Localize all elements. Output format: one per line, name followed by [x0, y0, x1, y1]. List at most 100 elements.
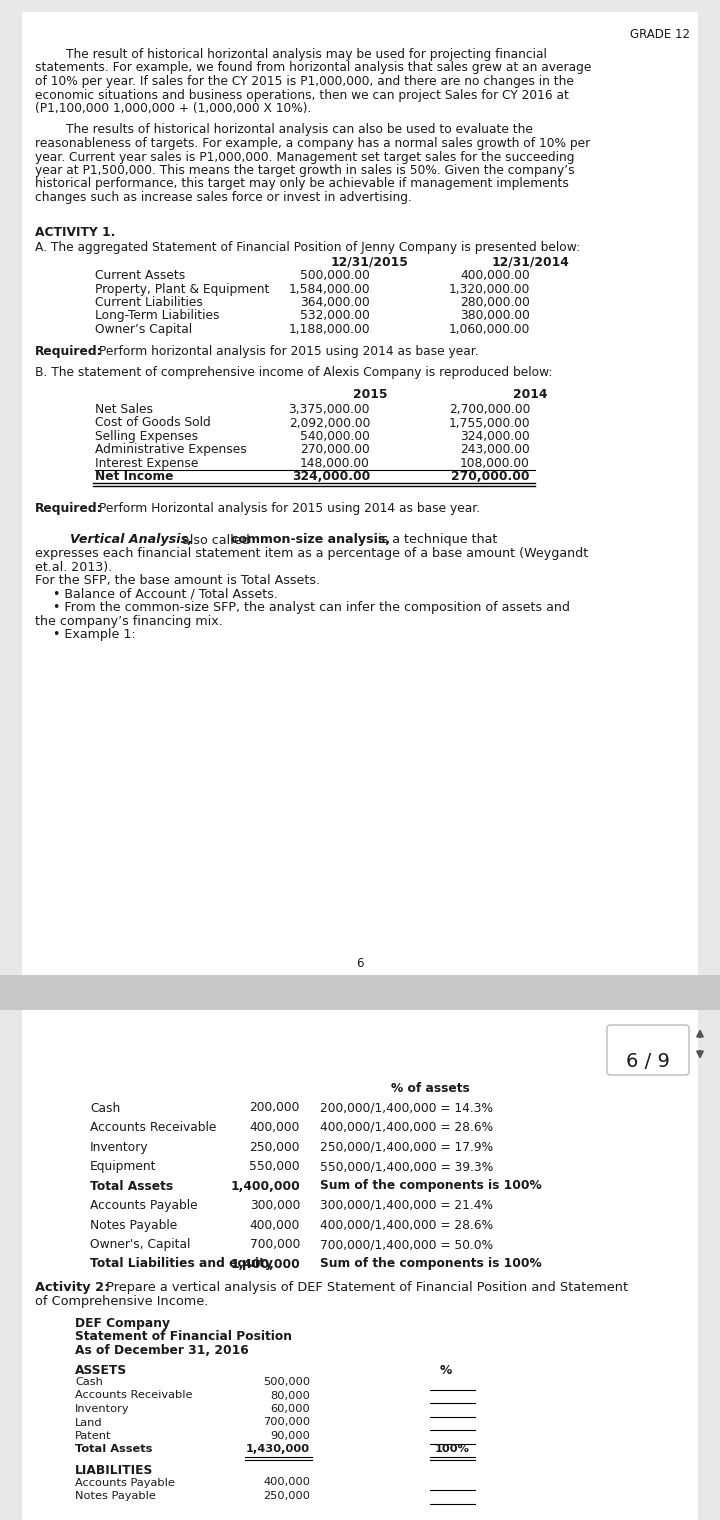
Text: Net Income: Net Income	[95, 471, 174, 483]
Text: 400,000: 400,000	[250, 1122, 300, 1134]
Text: statements. For example, we found from horizontal analysis that sales grew at an: statements. For example, we found from h…	[35, 61, 591, 74]
Text: 148,000.00: 148,000.00	[300, 458, 370, 470]
Text: changes such as increase sales force or invest in advertising.: changes such as increase sales force or …	[35, 192, 412, 204]
Text: % of assets: % of assets	[391, 1082, 469, 1094]
Text: Total Liabilities and equity: Total Liabilities and equity	[90, 1257, 273, 1271]
Text: As of December 31, 2016: As of December 31, 2016	[75, 1344, 248, 1357]
Text: Accounts Receivable: Accounts Receivable	[75, 1391, 192, 1400]
Bar	[22, 1009, 698, 1520]
Text: DEF Company: DEF Company	[75, 1316, 170, 1330]
Text: 250,000/1,400,000 = 17.9%: 250,000/1,400,000 = 17.9%	[320, 1140, 493, 1154]
Text: For the SFP, the base amount is Total Assets.: For the SFP, the base amount is Total As…	[35, 575, 320, 587]
Text: ACTIVITY 1.: ACTIVITY 1.	[35, 226, 115, 240]
Text: 1,060,000.00: 1,060,000.00	[449, 324, 530, 336]
Text: A. The aggregated Statement of Financial Position of Jenny Company is presented : A. The aggregated Statement of Financial…	[35, 242, 580, 254]
Text: 200,000: 200,000	[250, 1102, 300, 1114]
Text: 90,000: 90,000	[270, 1430, 310, 1441]
Text: Current Assets: Current Assets	[95, 269, 185, 283]
Text: 1,400,000: 1,400,000	[230, 1180, 300, 1193]
Text: 1,188,000.00: 1,188,000.00	[289, 324, 370, 336]
Text: 250,000: 250,000	[250, 1140, 300, 1154]
Text: Required:: Required:	[35, 345, 103, 357]
Text: 250,000: 250,000	[263, 1491, 310, 1502]
Text: 3,375,000.00: 3,375,000.00	[289, 403, 370, 416]
Text: • From the common-size SFP, the analyst can infer the composition of assets and: • From the common-size SFP, the analyst …	[53, 600, 570, 614]
Text: Sum of the components is 100%: Sum of the components is 100%	[320, 1180, 541, 1193]
Text: 550,000/1,400,000 = 39.3%: 550,000/1,400,000 = 39.3%	[320, 1160, 493, 1173]
Text: of Comprehensive Income.: of Comprehensive Income.	[35, 1295, 208, 1309]
Text: Notes Payable: Notes Payable	[75, 1491, 156, 1502]
Text: 6: 6	[356, 958, 364, 970]
Text: 243,000.00: 243,000.00	[460, 444, 530, 456]
Text: The results of historical horizontal analysis can also be used to evaluate the: The results of historical horizontal ana…	[35, 123, 533, 137]
Text: 400,000/1,400,000 = 28.6%: 400,000/1,400,000 = 28.6%	[320, 1122, 493, 1134]
Text: year at P1,500,000. This means the target growth in sales is 50%. Given the comp: year at P1,500,000. This means the targe…	[35, 164, 575, 176]
Text: Total Assets: Total Assets	[90, 1180, 173, 1193]
Text: Sum of the components is 100%: Sum of the components is 100%	[320, 1257, 541, 1271]
Text: 540,000.00: 540,000.00	[300, 430, 370, 442]
Text: 400,000/1,400,000 = 28.6%: 400,000/1,400,000 = 28.6%	[320, 1219, 493, 1231]
Text: Statement of Financial Position: Statement of Financial Position	[75, 1330, 292, 1344]
Text: 60,000: 60,000	[270, 1404, 310, 1414]
Text: 364,000.00: 364,000.00	[300, 296, 370, 309]
Text: (P1,100,000 1,000,000 + (1,000,000 X 10%).: (P1,100,000 1,000,000 + (1,000,000 X 10%…	[35, 102, 311, 116]
Text: • Balance of Account / Total Assets.: • Balance of Account / Total Assets.	[53, 588, 278, 600]
Text: Selling Expenses: Selling Expenses	[95, 430, 198, 442]
Text: Total Assets: Total Assets	[75, 1444, 153, 1455]
Text: Owner’s Capital: Owner’s Capital	[95, 324, 192, 336]
Text: 550,000: 550,000	[249, 1160, 300, 1173]
Text: historical performance, this target may only be achievable if management impleme: historical performance, this target may …	[35, 178, 569, 190]
Text: 1,400,000: 1,400,000	[230, 1257, 300, 1271]
Text: 324,000.00: 324,000.00	[460, 430, 530, 442]
Text: year. Current year sales is P1,000,000. Management set target sales for the succ: year. Current year sales is P1,000,000. …	[35, 150, 575, 164]
Text: 1,320,000.00: 1,320,000.00	[449, 283, 530, 295]
Text: Net Sales: Net Sales	[95, 403, 153, 416]
Text: Cash: Cash	[90, 1102, 120, 1114]
Text: Perform horizontal analysis for 2015 using 2014 as base year.: Perform horizontal analysis for 2015 usi…	[95, 345, 479, 357]
Text: Activity 2:: Activity 2:	[35, 1281, 109, 1294]
Text: 12/31/2015: 12/31/2015	[331, 255, 409, 269]
Text: The result of historical horizontal analysis may be used for projecting financia: The result of historical horizontal anal…	[35, 49, 547, 61]
Text: Cost of Goods Sold: Cost of Goods Sold	[95, 416, 211, 430]
Text: %: %	[440, 1363, 452, 1377]
Text: Patent: Patent	[75, 1430, 112, 1441]
Text: Required:: Required:	[35, 502, 103, 515]
Text: LIABILITIES: LIABILITIES	[75, 1464, 153, 1477]
Text: reasonableness of targets. For example, a company has a normal sales growth of 1: reasonableness of targets. For example, …	[35, 137, 590, 150]
Text: the company’s financing mix.: the company’s financing mix.	[35, 614, 222, 628]
FancyBboxPatch shape	[607, 1024, 689, 1075]
Text: 1,584,000.00: 1,584,000.00	[289, 283, 370, 295]
Text: 80,000: 80,000	[270, 1391, 310, 1400]
Text: 270,000.00: 270,000.00	[451, 471, 530, 483]
Text: 200,000/1,400,000 = 14.3%: 200,000/1,400,000 = 14.3%	[320, 1102, 493, 1114]
Text: expresses each financial statement item as a percentage of a base amount (Weygan: expresses each financial statement item …	[35, 547, 588, 559]
Text: 532,000.00: 532,000.00	[300, 310, 370, 322]
Text: Land: Land	[75, 1418, 103, 1427]
Text: 500,000.00: 500,000.00	[300, 269, 370, 283]
Text: 300,000: 300,000	[250, 1199, 300, 1211]
Text: 500,000: 500,000	[263, 1377, 310, 1386]
Text: Accounts Receivable: Accounts Receivable	[90, 1122, 217, 1134]
Text: 2,700,000.00: 2,700,000.00	[449, 403, 530, 416]
Text: Administrative Expenses: Administrative Expenses	[95, 444, 247, 456]
Bar	[22, 12, 698, 974]
Text: Current Liabilities: Current Liabilities	[95, 296, 203, 309]
Text: 400,000.00: 400,000.00	[460, 269, 530, 283]
Text: Perform Horizontal analysis for 2015 using 2014 as base year.: Perform Horizontal analysis for 2015 usi…	[95, 502, 480, 515]
Text: also called: also called	[178, 534, 253, 547]
Text: 1,755,000.00: 1,755,000.00	[449, 416, 530, 430]
Text: • Example 1:: • Example 1:	[53, 628, 135, 641]
Text: Owner's, Capital: Owner's, Capital	[90, 1237, 190, 1251]
Text: 108,000.00: 108,000.00	[460, 458, 530, 470]
Text: 2,092,000.00: 2,092,000.00	[289, 416, 370, 430]
Text: of 10% per year. If sales for the CY 2015 is P1,000,000, and there are no change: of 10% per year. If sales for the CY 201…	[35, 74, 574, 88]
Text: Accounts Payable: Accounts Payable	[75, 1477, 175, 1488]
Text: Equipment: Equipment	[90, 1160, 156, 1173]
Text: 700,000/1,400,000 = 50.0%: 700,000/1,400,000 = 50.0%	[320, 1237, 493, 1251]
Text: economic situations and business operations, then we can project Sales for CY 20: economic situations and business operati…	[35, 88, 569, 102]
Text: Interest Expense: Interest Expense	[95, 458, 199, 470]
Text: common-size analysis,: common-size analysis,	[231, 534, 390, 547]
Text: 1,430,000: 1,430,000	[246, 1444, 310, 1455]
Text: 280,000.00: 280,000.00	[460, 296, 530, 309]
Text: 2015: 2015	[353, 388, 387, 400]
